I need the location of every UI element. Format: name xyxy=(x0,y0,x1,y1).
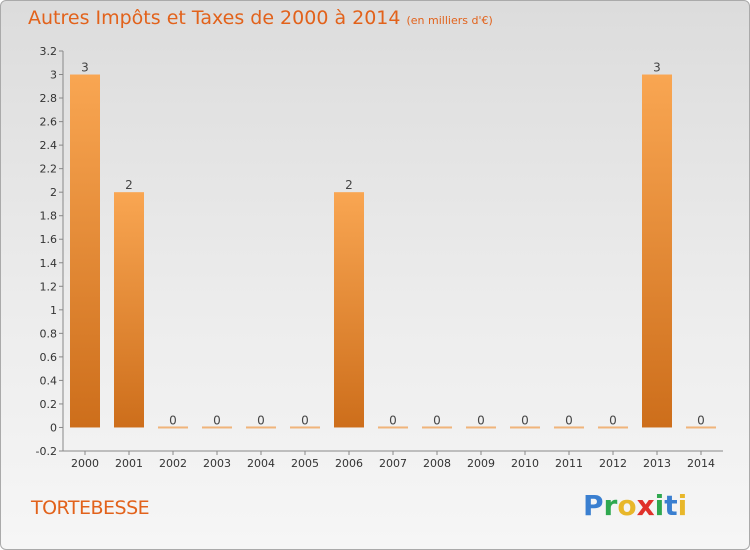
chart-title: Autres Impôts et Taxes de 2000 à 2014 xyxy=(28,7,401,29)
y-tick-label: 1.6 xyxy=(40,233,58,246)
y-tick-label: 3.2 xyxy=(40,45,58,58)
bar-value-label: 0 xyxy=(521,413,529,427)
bar-value-label: 0 xyxy=(477,413,485,427)
logo-letter: P xyxy=(583,489,604,522)
bar-value-label: 0 xyxy=(609,413,617,427)
y-tick-label: 0.4 xyxy=(40,374,58,387)
bar-value-label: 3 xyxy=(653,61,661,75)
bar-2004 xyxy=(246,426,276,429)
x-tick-label: 2013 xyxy=(643,457,671,470)
chart-title-block: Autres Impôts et Taxes de 2000 à 2014 (en… xyxy=(28,7,493,29)
bar-2009 xyxy=(466,426,496,429)
x-tick-label: 2010 xyxy=(511,457,539,470)
bar-2013 xyxy=(642,74,672,428)
proxiti-logo: Proxiti xyxy=(583,489,687,522)
x-tick-label: 2011 xyxy=(555,457,583,470)
bar-2006 xyxy=(334,192,364,428)
x-tick-label: 2007 xyxy=(379,457,407,470)
bar-2001 xyxy=(114,192,144,428)
x-tick-label: 2012 xyxy=(599,457,627,470)
chart-bars xyxy=(70,74,716,429)
y-tick-label: 1.4 xyxy=(40,257,58,270)
x-tick-label: 2004 xyxy=(247,457,275,470)
y-tick-label: 2.6 xyxy=(40,116,58,129)
x-tick-label: 2000 xyxy=(71,457,99,470)
bar-2012 xyxy=(598,426,628,429)
y-tick-label: 0 xyxy=(50,421,57,434)
chart-subtitle: (en milliers d'€) xyxy=(406,14,493,27)
bar-value-label: 3 xyxy=(81,61,89,75)
bar-2010 xyxy=(510,426,540,429)
bar-2002 xyxy=(158,426,188,429)
logo-letter: t xyxy=(664,489,678,522)
bar-value-label: 0 xyxy=(169,413,177,427)
bar-value-label: 0 xyxy=(433,413,441,427)
commune-name: TORTEBESSE xyxy=(31,497,150,519)
y-tick-label: 2.2 xyxy=(40,163,58,176)
bar-value-label: 2 xyxy=(125,178,133,192)
bar-value-label: 2 xyxy=(345,178,353,192)
y-tick-label: 1.2 xyxy=(40,280,58,293)
bar-2007 xyxy=(378,426,408,429)
y-tick-label: 0.8 xyxy=(40,327,58,340)
x-tick-label: 2014 xyxy=(687,457,715,470)
x-tick-label: 2001 xyxy=(115,457,143,470)
y-tick-label: 3 xyxy=(50,69,57,82)
bar-value-label: 0 xyxy=(257,413,265,427)
x-tick-label: 2009 xyxy=(467,457,495,470)
bar-2014 xyxy=(686,426,716,429)
bar-2008 xyxy=(422,426,452,429)
y-tick-label: 2.4 xyxy=(40,139,58,152)
y-tick-label: 0.2 xyxy=(40,398,58,411)
bar-value-label: 0 xyxy=(565,413,573,427)
y-tick-label: 1.8 xyxy=(40,210,58,223)
logo-letter: i xyxy=(677,489,688,522)
y-tick-label: -0.2 xyxy=(36,445,57,458)
chart-value-labels: 3 2 0 0 0 0 2 0 0 0 0 0 0 3 0 xyxy=(81,61,705,428)
x-tick-label: 2003 xyxy=(203,457,231,470)
y-tick-label: 2 xyxy=(50,186,57,199)
x-tick-label: 2005 xyxy=(291,457,319,470)
x-tick-label: 2002 xyxy=(159,457,187,470)
x-tick-label: 2008 xyxy=(423,457,451,470)
x-tick-label: 2006 xyxy=(335,457,363,470)
logo-letter: i xyxy=(654,489,665,522)
bar-2005 xyxy=(290,426,320,429)
bar-value-label: 0 xyxy=(213,413,221,427)
y-tick-label: 1 xyxy=(50,304,57,317)
logo-letter: x xyxy=(636,489,655,522)
bar-value-label: 0 xyxy=(389,413,397,427)
bar-2011 xyxy=(554,426,584,429)
bar-value-label: 0 xyxy=(301,413,309,427)
bar-2003 xyxy=(202,426,232,429)
y-tick-label: 0.6 xyxy=(40,351,58,364)
bar-2000 xyxy=(70,74,100,428)
y-tick-label: 2.8 xyxy=(40,92,58,105)
bar-value-label: 0 xyxy=(697,413,705,427)
logo-letter: r xyxy=(603,489,618,522)
logo-letter: o xyxy=(617,489,637,522)
chart-axes: -0.2 0 0.2 0.4 0.6 0.8 1 1.2 1.4 1.6 1.8 2 2.2 2.4 2.6… xyxy=(36,45,723,470)
